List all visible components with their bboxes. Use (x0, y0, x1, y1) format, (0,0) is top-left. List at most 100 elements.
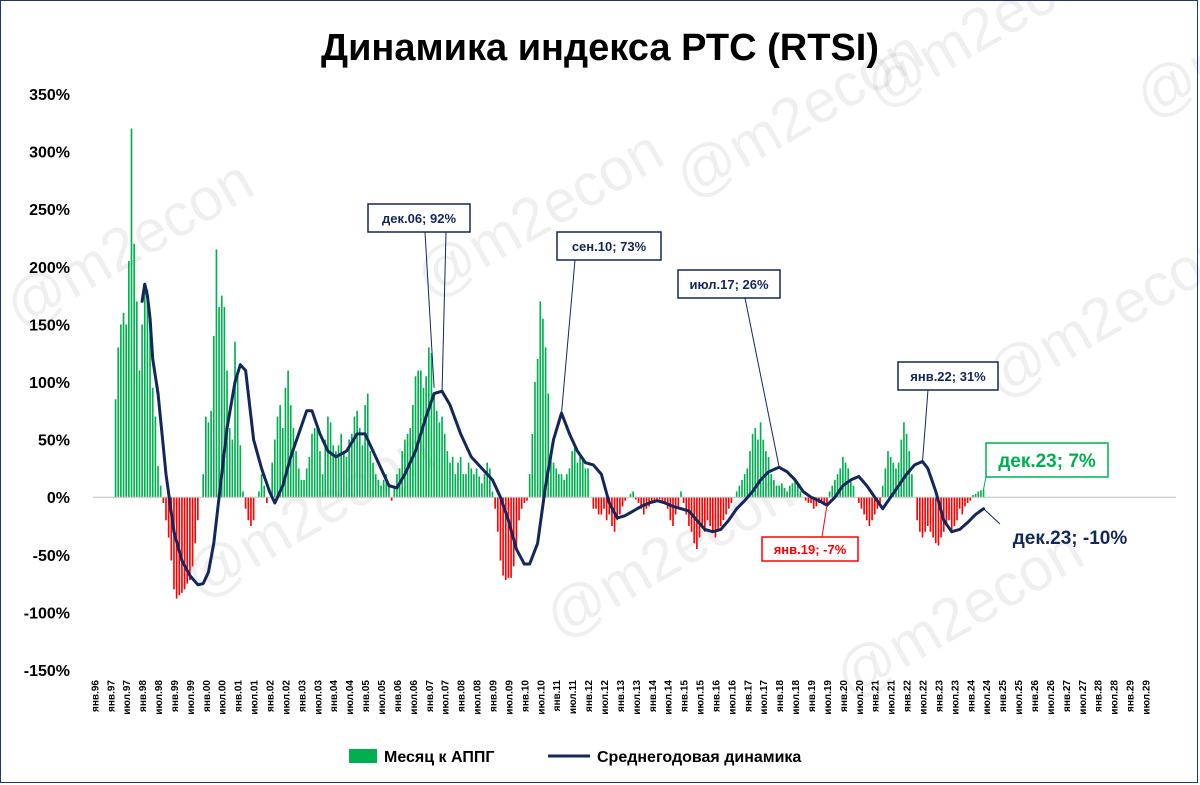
bar (810, 497, 812, 503)
bar (223, 307, 226, 498)
bar (467, 462, 470, 498)
bar (568, 468, 571, 498)
bar (863, 497, 865, 515)
bar (515, 497, 518, 550)
bar (507, 497, 510, 578)
bar (762, 439, 765, 498)
chart-title: Динамика индекса РТС (RTSI) (321, 27, 879, 69)
y-axis: 350% 300% 250% 200% 150% 100% 50% 0% -50% -100% -1… (24, 87, 70, 680)
bar (903, 422, 905, 498)
bar (122, 312, 125, 498)
bar (446, 451, 449, 498)
bar (141, 324, 143, 498)
x-axis: янв.96 янв.97 июл.97 янв.98 июл.98 янв.99 июл.… (90, 680, 1152, 715)
bar (956, 497, 958, 521)
bar (441, 416, 443, 498)
bar (165, 497, 167, 521)
bar (274, 439, 276, 498)
callout-leader (922, 389, 929, 462)
bar (980, 490, 982, 498)
bar (552, 462, 555, 498)
bar (181, 497, 183, 593)
bar (465, 474, 467, 498)
bar (489, 468, 491, 498)
bar (635, 497, 637, 500)
x-tick-label: июл.03 (313, 680, 324, 715)
bar (390, 497, 393, 501)
bar (725, 497, 727, 515)
bar (258, 491, 260, 498)
callout-label: сен.10; 73% (572, 239, 647, 254)
x-tick-label: янв.28 (1094, 680, 1105, 712)
bar (276, 416, 279, 498)
y-tick-label: 250% (29, 202, 70, 219)
bar (353, 416, 356, 498)
x-tick-label: янв.10 (520, 680, 531, 712)
bar (143, 284, 146, 498)
callout-label: дек.06; 92% (382, 211, 456, 226)
bar (220, 295, 223, 498)
bar (714, 497, 717, 538)
legend: Месяц к АППГ Среднегодовая динамика (349, 749, 801, 766)
callout-leader (561, 259, 576, 414)
bar (908, 451, 911, 498)
bar (884, 468, 887, 498)
bar (664, 497, 666, 503)
bar (388, 485, 390, 498)
bar (329, 422, 332, 498)
callout-leader (821, 505, 828, 538)
bar (879, 497, 881, 503)
bar (499, 497, 502, 561)
bar (611, 497, 613, 526)
bar (167, 497, 170, 538)
bar (781, 483, 783, 498)
bar (828, 491, 831, 498)
y-tick-label: 50% (38, 433, 70, 450)
bar (335, 451, 337, 498)
bar (704, 497, 706, 532)
bar (189, 497, 191, 581)
x-tick-label: янв.03 (297, 680, 308, 712)
bar (746, 468, 749, 498)
bar (807, 497, 810, 503)
bar (279, 405, 281, 498)
bar (292, 428, 295, 498)
y-tick-label: 300% (29, 145, 70, 162)
bar (974, 493, 977, 498)
bar (786, 491, 788, 498)
bar (194, 497, 197, 544)
bar-series (114, 128, 985, 599)
bar (316, 428, 319, 498)
bar (457, 462, 459, 498)
bar (948, 497, 950, 521)
bar (757, 439, 759, 498)
bar (284, 387, 287, 498)
bar (350, 433, 353, 498)
bar (868, 497, 871, 526)
bar (919, 497, 921, 532)
bar (186, 497, 189, 584)
x-tick-label: июл.29 (1141, 680, 1152, 715)
bar (138, 370, 141, 498)
callout-label: дек.23; 7% (998, 451, 1096, 472)
bar (475, 468, 478, 498)
bar (380, 485, 382, 498)
x-tick-label: янв.22 (903, 680, 914, 712)
bar (393, 485, 396, 498)
bar (579, 456, 581, 498)
bar (826, 497, 828, 506)
x-tick-label: янв.26 (1030, 680, 1041, 712)
callout-ann3: июл.17; 26% (677, 269, 781, 468)
bar (430, 353, 433, 498)
bar (425, 376, 427, 498)
bar (719, 497, 722, 526)
bar (271, 462, 273, 498)
watermark-text: @m2econ (1123, 0, 1200, 131)
bar (212, 335, 215, 498)
x-tick-label: янв.21 (871, 680, 882, 712)
bar (953, 497, 956, 526)
x-tick-label: июл.09 (504, 680, 515, 715)
bar (831, 485, 834, 498)
x-tick-label: июл.25 (1014, 680, 1025, 715)
